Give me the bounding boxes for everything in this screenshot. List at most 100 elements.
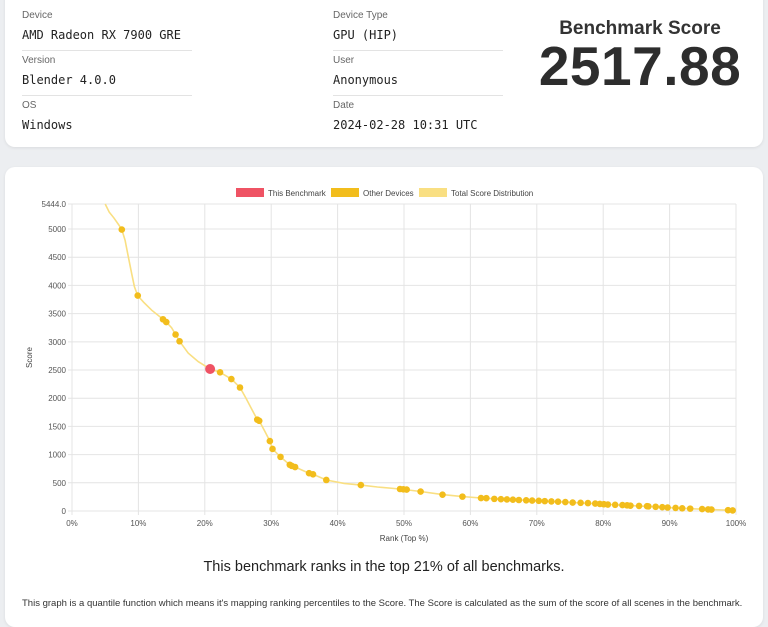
y-tick-label: 3500 <box>48 310 66 319</box>
y-tick-label: 4000 <box>48 281 66 290</box>
other-device-point <box>562 498 569 506</box>
other-device-point <box>357 481 365 489</box>
x-tick-label: 0% <box>66 519 78 528</box>
other-device-point <box>645 503 652 510</box>
other-device-point <box>323 476 330 484</box>
other-device-point <box>255 417 263 425</box>
other-device-point <box>635 502 643 510</box>
legend-label: Total Score Distribution <box>451 189 533 198</box>
x-tick-label: 40% <box>330 519 346 528</box>
other-device-point <box>269 445 276 453</box>
other-device-point <box>172 331 179 338</box>
quantile-chart: 0% 10% 20% 30% 40% 50% 60% 70% 80% 90% 100% 0 500 100… <box>25 188 746 543</box>
other-device-point <box>483 494 490 502</box>
other-device-point <box>134 292 142 299</box>
other-device-point <box>528 497 536 504</box>
other-device-point <box>548 498 555 505</box>
user-label: User <box>333 55 355 66</box>
other-device-point <box>509 496 517 504</box>
version-value: Blender 4.0.0 <box>22 71 192 96</box>
x-tick-label: 20% <box>197 519 213 528</box>
y-tick-label: 2500 <box>48 366 66 375</box>
total-score-distribution-line <box>104 203 737 512</box>
this-benchmark-point <box>205 364 216 375</box>
other-device-point <box>627 502 634 509</box>
date-field: Date 2024-02-28 10:31 UTC <box>333 99 503 140</box>
device-value: AMD Radeon RX 7900 GRE <box>22 26 192 51</box>
other-device-point <box>277 453 284 461</box>
other-device-point <box>417 488 424 495</box>
chart-card: 0% 10% 20% 30% 40% 50% 60% 70% 80% 90% 100% 0 500 100… <box>5 167 763 627</box>
date-label: Date <box>333 100 355 111</box>
legend-swatch <box>331 188 359 197</box>
other-device-point <box>309 471 317 478</box>
other-device-point <box>266 437 274 445</box>
other-device-point <box>515 496 523 504</box>
other-device-point <box>554 498 562 505</box>
y-tick-label: 2000 <box>48 394 66 403</box>
rank-summary-text: This benchmark ranks in the top 21% of a… <box>203 559 565 575</box>
other-device-point <box>686 505 694 512</box>
user-value: Anonymous <box>333 71 503 96</box>
x-tick-label: 100% <box>726 519 746 528</box>
other-device-point <box>497 495 505 503</box>
x-tick-label: 80% <box>595 519 611 528</box>
benchmark-info-card: Device AMD Radeon RX 7900 GRE Version Bl… <box>5 0 763 147</box>
legend-swatch <box>236 188 264 197</box>
other-device-point <box>664 504 671 511</box>
other-device-point <box>439 491 446 498</box>
x-axis-title: Rank (Top %) <box>380 534 429 543</box>
other-device-point <box>291 463 299 471</box>
x-tick-label: 90% <box>662 519 678 528</box>
other-device-point <box>503 496 511 503</box>
other-device-point <box>611 501 619 509</box>
os-value: Windows <box>22 118 73 132</box>
x-tick-label: 50% <box>396 519 412 528</box>
device-type-value: GPU (HIP) <box>333 26 503 51</box>
benchmark-score-value: 2517.88 <box>538 35 742 97</box>
other-device-point <box>577 499 584 507</box>
x-tick-label: 60% <box>462 519 478 528</box>
os-field: OS Windows <box>22 99 192 140</box>
legend-label: Other Devices <box>363 189 414 198</box>
device-field: Device AMD Radeon RX 7900 GRE <box>22 9 192 51</box>
other-device-point <box>678 504 686 512</box>
other-device-point <box>698 505 706 513</box>
y-tick-label: 4500 <box>48 253 66 262</box>
version-field: Version Blender 4.0.0 <box>22 54 192 96</box>
other-device-point <box>216 368 224 376</box>
other-device-point <box>708 506 715 513</box>
device-type-field: Device Type GPU (HIP) <box>333 9 503 51</box>
x-tick-label: 70% <box>529 519 545 528</box>
device-label: Device <box>22 10 53 21</box>
y-axis-title: Score <box>25 347 34 368</box>
date-value: 2024-02-28 10:31 UTC <box>333 118 478 132</box>
x-tick-label: 10% <box>130 519 146 528</box>
chart-description-text: This graph is a quantile function which … <box>22 598 743 609</box>
os-label: OS <box>22 100 37 111</box>
other-device-point <box>403 486 410 493</box>
other-device-point <box>228 375 235 383</box>
other-device-point <box>569 499 576 506</box>
version-label: Version <box>22 55 56 66</box>
other-device-point <box>491 495 498 503</box>
other-device-point <box>477 494 485 502</box>
user-field: User Anonymous <box>333 54 503 96</box>
other-device-point <box>118 226 126 233</box>
other-device-point <box>459 493 466 500</box>
other-device-point <box>658 503 666 511</box>
y-tick-label: 1000 <box>48 451 66 460</box>
other-device-point <box>652 503 659 511</box>
x-tick-label: 30% <box>263 519 279 528</box>
y-tick-label: 0 <box>62 507 67 516</box>
y-tick-label: 3000 <box>48 338 66 347</box>
y-tick-label: 5000 <box>48 225 66 234</box>
other-device-point <box>604 501 612 508</box>
other-device-point <box>236 384 244 391</box>
legend-swatch <box>419 188 447 197</box>
y-tick-label: 500 <box>53 479 67 488</box>
other-device-point <box>535 497 543 505</box>
benchmark-score-label: Benchmark Score <box>559 18 721 39</box>
other-device-point <box>729 507 736 514</box>
other-device-point <box>522 496 530 504</box>
